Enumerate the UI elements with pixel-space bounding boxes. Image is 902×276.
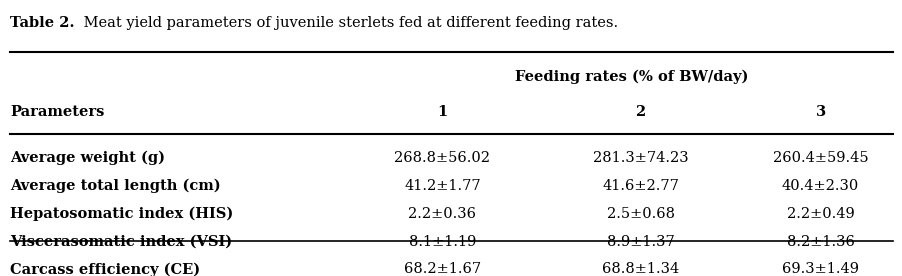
Text: Average total length (cm): Average total length (cm)	[11, 179, 221, 193]
Text: 1: 1	[437, 105, 447, 119]
Text: Parameters: Parameters	[11, 105, 105, 119]
Text: 2.2±0.49: 2.2±0.49	[786, 207, 853, 221]
Text: 2.2±0.36: 2.2±0.36	[408, 207, 476, 221]
Text: 8.9±1.37: 8.9±1.37	[606, 235, 674, 249]
Text: Table 2.: Table 2.	[11, 16, 75, 30]
Text: 68.2±1.67: 68.2±1.67	[403, 262, 481, 276]
Text: 41.6±2.77: 41.6±2.77	[602, 179, 678, 193]
Text: 3: 3	[815, 105, 824, 119]
Text: 8.1±1.19: 8.1±1.19	[409, 235, 475, 249]
Text: Feeding rates (% of BW/day): Feeding rates (% of BW/day)	[514, 69, 748, 84]
Text: 268.8±56.02: 268.8±56.02	[394, 151, 490, 165]
Text: Viscerasomatic index (VSI): Viscerasomatic index (VSI)	[11, 235, 232, 249]
Text: 8.2±1.36: 8.2±1.36	[786, 235, 853, 249]
Text: Average weight (g): Average weight (g)	[11, 151, 165, 165]
Text: 41.2±1.77: 41.2±1.77	[404, 179, 480, 193]
Text: 68.8±1.34: 68.8±1.34	[602, 262, 678, 276]
Text: 2: 2	[635, 105, 645, 119]
Text: 281.3±74.23: 281.3±74.23	[592, 151, 687, 165]
Text: 40.4±2.30: 40.4±2.30	[781, 179, 859, 193]
Text: Meat yield parameters of juvenile sterlets fed at different feeding rates.: Meat yield parameters of juvenile sterle…	[78, 16, 617, 30]
Text: 2.5±0.68: 2.5±0.68	[606, 207, 674, 221]
Text: 260.4±59.45: 260.4±59.45	[772, 151, 868, 165]
Text: Carcass efficiency (CE): Carcass efficiency (CE)	[11, 262, 200, 276]
Text: 69.3±1.49: 69.3±1.49	[781, 262, 858, 276]
Text: Hepatosomatic index (HIS): Hepatosomatic index (HIS)	[11, 207, 234, 221]
